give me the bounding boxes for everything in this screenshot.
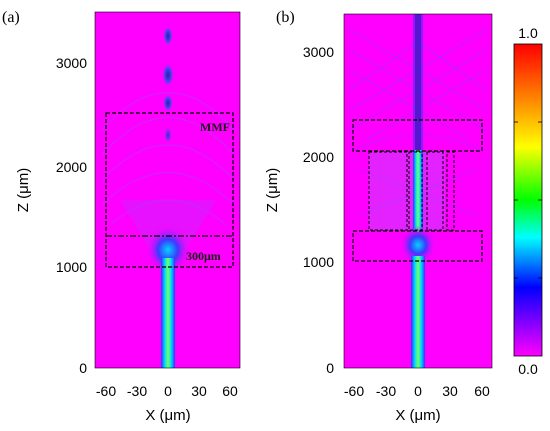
panel-b-xtick: -60 — [344, 383, 364, 399]
panel-a-x-axis: -60 -30 0 30 60 X (μm) — [96, 383, 238, 424]
panel-a-xtick: 0 — [164, 383, 172, 399]
panel-a-label: (a) — [2, 9, 20, 26]
panel-a-ytick: 1000 — [56, 259, 87, 275]
colorbar-max-label: 1.0 — [518, 25, 538, 41]
panel-b-ytick: 1000 — [303, 254, 334, 270]
panel-b-lower-box — [352, 230, 483, 262]
panel-a-ytick: 0 — [79, 360, 87, 376]
panel-a-mmf-label: MMF — [200, 120, 230, 134]
panel-a-xtick: 60 — [222, 383, 238, 399]
panel-b-ylabel: Z (μm) — [264, 168, 281, 212]
colorbar-min-label: 0.0 — [518, 361, 538, 377]
panel-a-ytick: 2000 — [56, 159, 87, 175]
panel-b: (b) — [264, 9, 493, 424]
panel-a-beam — [161, 258, 175, 368]
panel-a-y-axis: 0 1000 2000 3000 Z (μm) — [15, 55, 87, 376]
colorbar: 1.0 0.0 — [513, 25, 543, 377]
panel-b-left-waveguide — [368, 151, 408, 231]
panel-b-right-waveguide — [426, 151, 444, 231]
panel-a-xlabel: X (μm) — [145, 407, 190, 424]
panel-b-ytick: 2000 — [303, 149, 334, 165]
panel-b-y-axis: 0 1000 2000 3000 Z (μm) — [264, 44, 334, 376]
panel-b-xlabel: X (μm) — [395, 407, 440, 424]
panel-a-xtick: -30 — [127, 383, 147, 399]
panel-b-xtick: -30 — [376, 383, 396, 399]
panel-b-x-axis: -60 -30 0 30 60 X (μm) — [344, 383, 490, 424]
panel-b-ytick: 0 — [326, 360, 334, 376]
panel-a-ytick: 3000 — [56, 55, 87, 71]
panel-b-far-waveguide — [446, 151, 455, 231]
panel-a-xtick: -60 — [96, 383, 116, 399]
panel-b-upper-box — [352, 119, 483, 152]
panel-b-field-plot — [343, 13, 493, 369]
colorbar-gradient — [513, 43, 543, 357]
panel-b-xtick: 60 — [474, 383, 490, 399]
panel-a-field-plot: MMF 300μm — [94, 11, 241, 369]
panel-b-label: (b) — [276, 9, 295, 26]
panel-b-beam — [411, 256, 425, 368]
panel-a-xtick: 30 — [191, 383, 207, 399]
panel-a-mmf-box — [105, 112, 234, 268]
panel-b-ytick: 3000 — [303, 44, 334, 60]
panel-a-ylabel: Z (μm) — [15, 168, 32, 212]
panel-b-xtick: 0 — [414, 383, 422, 399]
panel-b-xtick: 30 — [442, 383, 458, 399]
panel-b-center-waveguide — [408, 151, 423, 231]
panel-a-300um-label: 300μm — [186, 249, 221, 263]
panel-a: (a) MMF — [2, 9, 241, 424]
